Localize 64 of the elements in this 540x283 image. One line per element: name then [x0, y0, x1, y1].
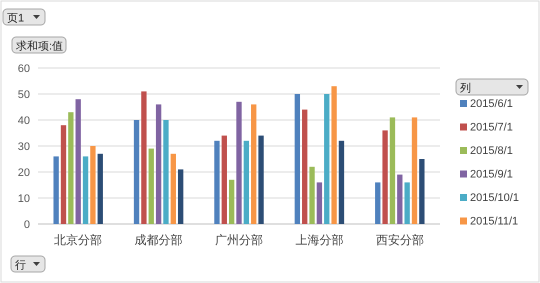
bar — [76, 99, 81, 224]
bar — [90, 146, 96, 224]
bar — [404, 182, 410, 224]
legend-label: 2015/6/1 — [470, 98, 513, 110]
bar — [397, 174, 402, 224]
x-tick-label: 北京分部 — [54, 233, 102, 247]
bar — [390, 117, 396, 224]
legend-label: 2015/11/1 — [470, 216, 518, 228]
y-tick-label: 20 — [18, 167, 30, 179]
button: 列 — [456, 78, 528, 96]
bar — [98, 154, 103, 224]
bar — [214, 140, 220, 224]
bar — [324, 94, 330, 224]
y-tick-label: 50 — [18, 89, 30, 101]
bar — [134, 120, 140, 224]
bar — [412, 117, 418, 224]
x-tick-label: 广州分部 — [215, 233, 263, 247]
legend-label: 2015/7/1 — [470, 122, 513, 134]
bar — [294, 94, 300, 224]
bar — [148, 148, 154, 224]
bar — [316, 182, 322, 224]
legend-label: 2015/10/1 — [470, 192, 519, 204]
bar — [338, 140, 344, 224]
bar — [382, 130, 388, 224]
legend-item: 2015/10/1 — [460, 192, 519, 204]
bar — [141, 91, 147, 224]
bar — [228, 180, 234, 224]
bar — [375, 182, 380, 224]
bar — [178, 169, 184, 224]
bar — [309, 166, 315, 224]
y-tick-label: 60 — [18, 63, 30, 75]
bar — [251, 104, 256, 224]
bar — [53, 156, 59, 224]
bar — [82, 156, 88, 224]
legend-label: 2015/8/1 — [470, 145, 513, 157]
button: 求和项:值 — [12, 36, 66, 54]
x-tick-label: 成都分部 — [134, 233, 183, 247]
x-tick-label: 西安分部 — [376, 233, 424, 247]
button: 页1 — [2, 8, 46, 26]
legend-item: 2015/9/1 — [460, 168, 513, 180]
bar — [68, 112, 74, 224]
bar — [236, 102, 242, 224]
bar — [258, 136, 264, 224]
y-tick-label: 40 — [18, 115, 30, 127]
bar — [156, 104, 162, 224]
x-tick-label: 上海分部 — [295, 233, 344, 247]
legend-item: 2015/11/1 — [460, 216, 518, 228]
bar — [244, 140, 250, 224]
legend-item: 2015/6/1 — [460, 98, 513, 110]
bar — [331, 86, 337, 224]
y-tick-label: 10 — [18, 193, 30, 205]
legend-title: 列 — [460, 82, 471, 94]
y-tick-label: 30 — [18, 141, 30, 153]
button: 行 — [10, 256, 46, 272]
bar — [170, 154, 176, 224]
legend-item: 2015/8/1 — [460, 145, 513, 157]
bar — [302, 110, 308, 224]
bar — [163, 120, 169, 224]
bar — [222, 136, 227, 224]
bar — [60, 125, 66, 224]
y-tick-label: 0 — [24, 219, 30, 231]
legend-item: 2015/7/1 — [460, 122, 513, 134]
legend-label: 2015/9/1 — [470, 168, 513, 180]
bar — [419, 159, 425, 224]
